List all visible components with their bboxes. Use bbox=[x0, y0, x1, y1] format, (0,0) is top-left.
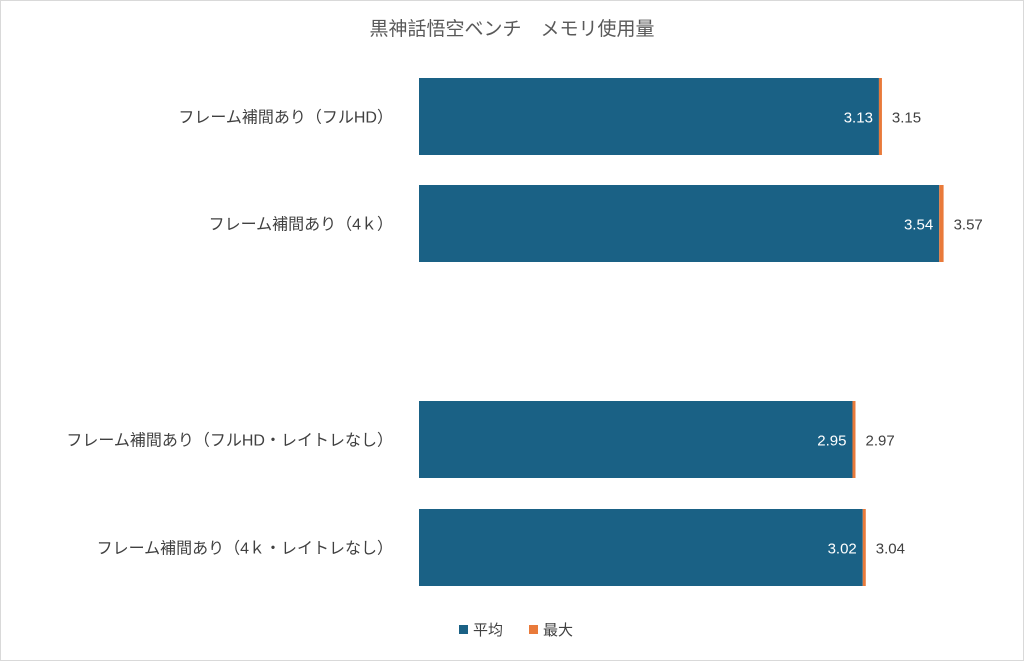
bar-max-increment bbox=[862, 509, 866, 586]
category-label: フレーム補間あり（4ｋ・レイトレなし） bbox=[97, 540, 393, 558]
legend-swatch-max bbox=[529, 625, 538, 634]
category-label: フレーム補間あり（フルHD・レイトレなし） bbox=[66, 432, 393, 450]
data-label-max: 3.15 bbox=[892, 110, 921, 127]
chart-title: 黒神話悟空ベンチ メモリ使用量 bbox=[369, 18, 654, 40]
legend-label-average: 平均 bbox=[473, 622, 503, 639]
data-label-max: 3.57 bbox=[954, 217, 983, 234]
legend-label-max: 最大 bbox=[543, 622, 573, 639]
bar-max-increment bbox=[852, 401, 856, 478]
data-label-max: 3.04 bbox=[876, 541, 905, 558]
bar-average bbox=[419, 78, 879, 155]
bar-max-increment bbox=[939, 185, 944, 262]
legend: 平均 最大 bbox=[459, 622, 573, 639]
bar-average bbox=[419, 401, 853, 478]
legend-swatch-average bbox=[459, 625, 468, 634]
category-label: フレーム補間あり（フルHD） bbox=[178, 109, 393, 127]
bar-max-increment bbox=[878, 78, 882, 155]
data-label-average: 2.95 bbox=[817, 433, 846, 450]
data-label-average: 3.02 bbox=[828, 541, 857, 558]
bars-layer: フレーム補間あり（フルHD） 3.13 3.15 フレーム補間あり（4ｋ） 3.54 3.… bbox=[66, 78, 983, 586]
bar-average bbox=[419, 509, 863, 586]
data-label-average: 3.13 bbox=[844, 110, 873, 127]
bar-average bbox=[419, 185, 940, 262]
data-label-average: 3.54 bbox=[904, 217, 933, 234]
category-label: フレーム補間あり（4ｋ） bbox=[209, 216, 393, 234]
data-label-max: 2.97 bbox=[865, 433, 894, 450]
